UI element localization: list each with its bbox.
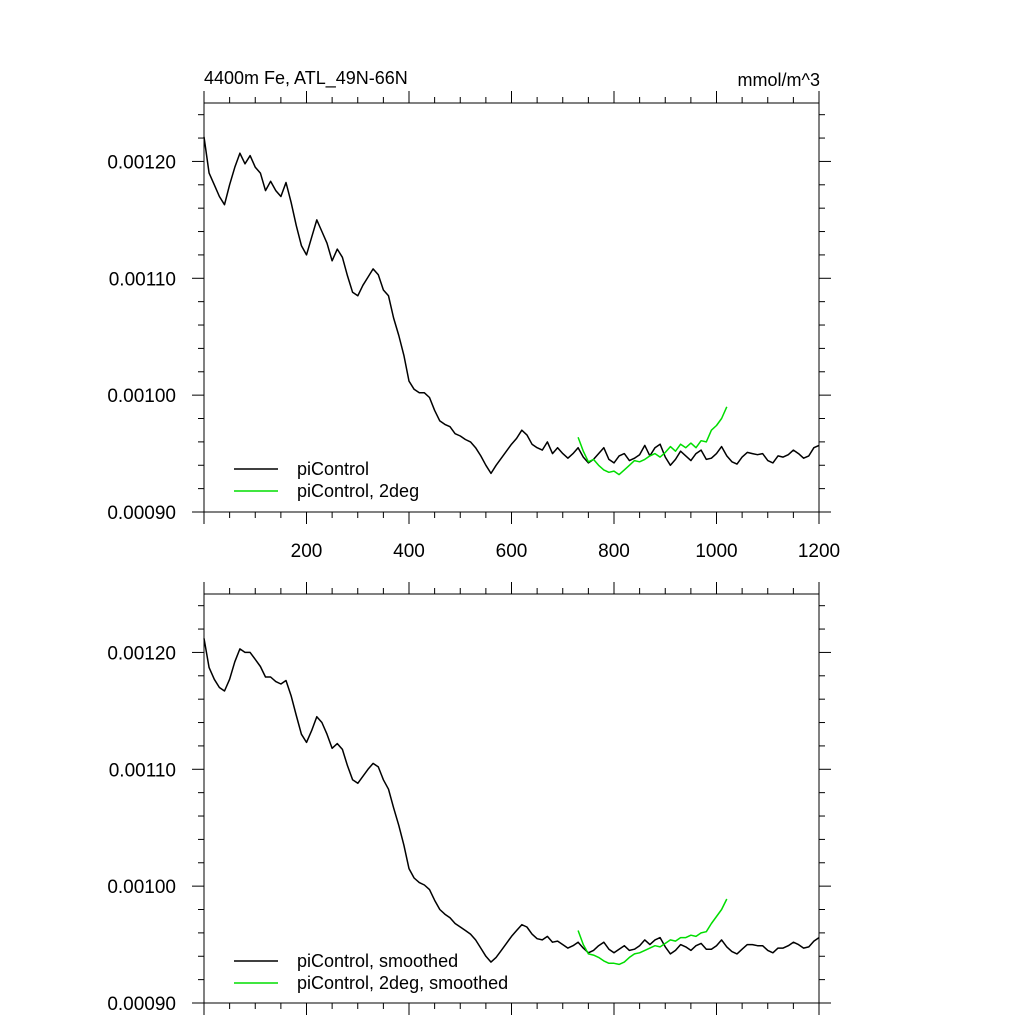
y-tick-label: 0.00090 [107,994,176,1015]
series-line-0 [203,638,820,963]
chart-title: 4400m Fe, ATL_49N-66N [204,68,408,89]
series-line-1 [577,406,728,476]
top-panel: 0.00090 0.00100 0.00110 0.00120 200 400 600 800… [107,91,840,562]
y-tick-label: 0.00120 [107,643,176,664]
legend-label: piControl [297,459,369,479]
y-tick-label: 0.00100 [107,877,176,898]
legend-label: piControl, smoothed [297,951,458,971]
x-tick-label: 1200 [798,541,840,562]
series-line-0 [203,136,820,475]
y-tick-label: 0.00110 [109,760,176,781]
x-tick-label: 600 [496,541,528,562]
y-tick-label: 0.00090 [107,503,176,524]
units-label: mmol/m^3 [738,70,820,90]
y-tick-label: 0.00120 [107,152,176,173]
x-tick-label: 400 [393,541,425,562]
x-tick-label: 800 [598,541,630,562]
y-tick-label: 0.00100 [107,386,176,407]
legend-label: piControl, 2deg [297,481,419,501]
x-tick-label: 200 [291,541,323,562]
plot-frame [203,593,820,1004]
bottom-panel: 0.00090 0.00100 0.00110 0.00120 piControl, s… [107,582,831,1015]
y-tick-label: 0.00110 [109,269,176,290]
x-tick-label: 1000 [695,541,737,562]
legend-label: piControl, 2deg, smoothed [297,973,508,993]
series-line-1 [577,898,728,966]
plot-frame [203,102,820,513]
